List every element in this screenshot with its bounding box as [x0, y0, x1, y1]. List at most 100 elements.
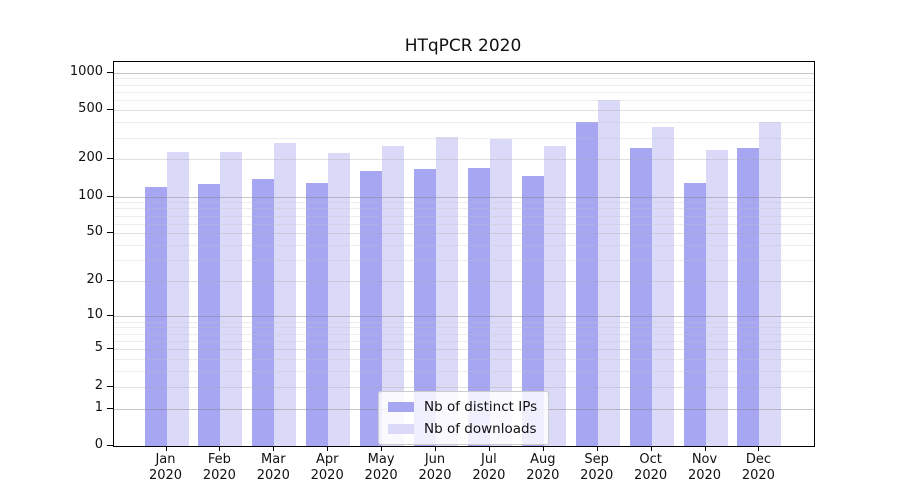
- y-tick-label-2: 2: [94, 377, 103, 393]
- minor-gridline-400: [114, 122, 814, 123]
- bar-downloads-oct: [651, 126, 674, 446]
- y-tick-label-200: 200: [78, 150, 103, 166]
- bar-ips-nov: [683, 182, 706, 446]
- legend-label: Nb of distinct IPs: [424, 399, 538, 415]
- legend-item-downloads: Nb of downloads: [388, 421, 537, 437]
- x-tick-label-nov: Nov 2020: [687, 452, 722, 483]
- x-tick-mark: [704, 446, 706, 451]
- x-tick-label-aug: Aug 2020: [526, 452, 560, 483]
- gridline-20: [114, 281, 814, 283]
- x-tick-mark: [219, 446, 221, 451]
- bar-downloads-apr: [328, 152, 351, 446]
- x-tick-mark: [650, 446, 652, 451]
- x-tick-label-jan: Jan 2020: [148, 452, 183, 483]
- chart-title: HTqPCR 2020: [404, 36, 522, 56]
- x-tick-label-oct: Oct 2020: [634, 452, 668, 483]
- gridline-10: [114, 316, 814, 318]
- bar-ips-dec: [737, 148, 760, 446]
- bars-layer: [114, 62, 814, 446]
- y-tick-label-1000: 1000: [69, 63, 103, 79]
- gridline-2: [114, 386, 814, 388]
- bar-ips-jan: [144, 186, 167, 446]
- gridlines-layer: [114, 62, 814, 446]
- bar-downloads-mar: [274, 143, 297, 446]
- bar-ips-apr: [306, 182, 329, 446]
- legend-swatch-icon: [388, 424, 414, 434]
- bar-downloads-sep: [597, 100, 620, 446]
- legend: Nb of distinct IPs Nb of downloads: [378, 391, 550, 445]
- legend-item-distinct-ips: Nb of distinct IPs: [388, 399, 537, 415]
- minor-gridline-3: [114, 371, 814, 373]
- gridline-5: [114, 349, 814, 351]
- bar-ips-mar: [252, 178, 275, 446]
- x-tick-label-apr: Apr 2020: [310, 452, 344, 483]
- x-tick-mark: [327, 446, 329, 451]
- minor-gridline-9: [114, 321, 814, 323]
- y-tick-mark: [107, 348, 113, 350]
- y-tick-label-1: 1: [94, 399, 103, 415]
- bar-downloads-feb: [220, 151, 243, 446]
- minor-gridline-600: [114, 100, 814, 102]
- minor-gridline-80: [114, 208, 814, 210]
- gridline-50: [114, 233, 814, 235]
- y-tick-mark: [107, 315, 113, 317]
- y-tick-label-100: 100: [78, 187, 103, 203]
- legend-swatch-icon: [388, 402, 414, 412]
- minor-gridline-900: [114, 78, 814, 80]
- legend-label: Nb of downloads: [424, 421, 537, 437]
- minor-gridline-800: [114, 84, 814, 86]
- bar-downloads-jan: [166, 151, 189, 446]
- y-tick-mark: [107, 232, 113, 234]
- y-tick-mark: [107, 158, 113, 160]
- bar-downloads-dec: [759, 121, 782, 446]
- gridline-100: [114, 196, 814, 198]
- minor-gridline-40: [114, 245, 814, 247]
- bar-ips-may: [360, 171, 383, 446]
- x-tick-label-feb: Feb 2020: [202, 452, 236, 483]
- gridline-200: [114, 159, 814, 161]
- y-tick-label-10: 10: [86, 307, 103, 323]
- minor-gridline-70: [114, 215, 814, 217]
- y-tick-label-5: 5: [94, 340, 103, 356]
- y-tick-mark: [107, 71, 113, 73]
- x-tick-mark: [758, 446, 760, 451]
- x-tick-mark: [488, 446, 490, 451]
- x-tick-label-jul: Jul 2020: [472, 452, 506, 483]
- y-tick-label-500: 500: [78, 100, 103, 116]
- y-tick-mark: [107, 195, 113, 197]
- bar-ips-jul: [467, 168, 490, 446]
- y-tick-mark: [107, 407, 113, 409]
- x-tick-label-mar: Mar 2020: [256, 452, 290, 483]
- minor-gridline-4: [114, 359, 814, 360]
- x-tick-mark: [542, 446, 544, 451]
- x-tick-label-may: May 2020: [364, 452, 398, 483]
- minor-gridline-30: [114, 260, 814, 262]
- minor-gridline-7: [114, 333, 814, 335]
- gridline-1000: [114, 72, 814, 74]
- y-tick-mark: [107, 445, 113, 446]
- minor-gridline-60: [114, 223, 814, 225]
- minor-gridline-6: [114, 340, 814, 342]
- y-tick-mark: [107, 108, 113, 110]
- minor-gridline-90: [114, 202, 814, 204]
- x-tick-mark: [435, 446, 436, 451]
- bar-downloads-nov: [705, 150, 728, 446]
- bar-ips-feb: [198, 184, 221, 446]
- x-tick-label-jun: Jun 2020: [418, 452, 452, 483]
- x-tick-label-sep: Sep 2020: [580, 452, 614, 483]
- minor-gridline-300: [114, 137, 814, 139]
- bar-downloads-aug: [543, 146, 566, 446]
- y-tick-label-0: 0: [94, 437, 103, 452]
- x-tick-mark: [273, 446, 275, 451]
- x-tick-label-dec: Dec 2020: [741, 452, 775, 483]
- bar-ips-oct: [629, 148, 652, 446]
- y-tick-label-20: 20: [86, 272, 103, 288]
- x-tick-mark: [165, 446, 167, 451]
- x-tick-mark: [381, 446, 383, 451]
- bar-downloads-may: [382, 146, 405, 446]
- y-tick-mark: [107, 385, 113, 387]
- y-tick-mark: [107, 280, 113, 282]
- bar-ips-aug: [521, 175, 544, 446]
- x-tick-mark: [596, 446, 598, 451]
